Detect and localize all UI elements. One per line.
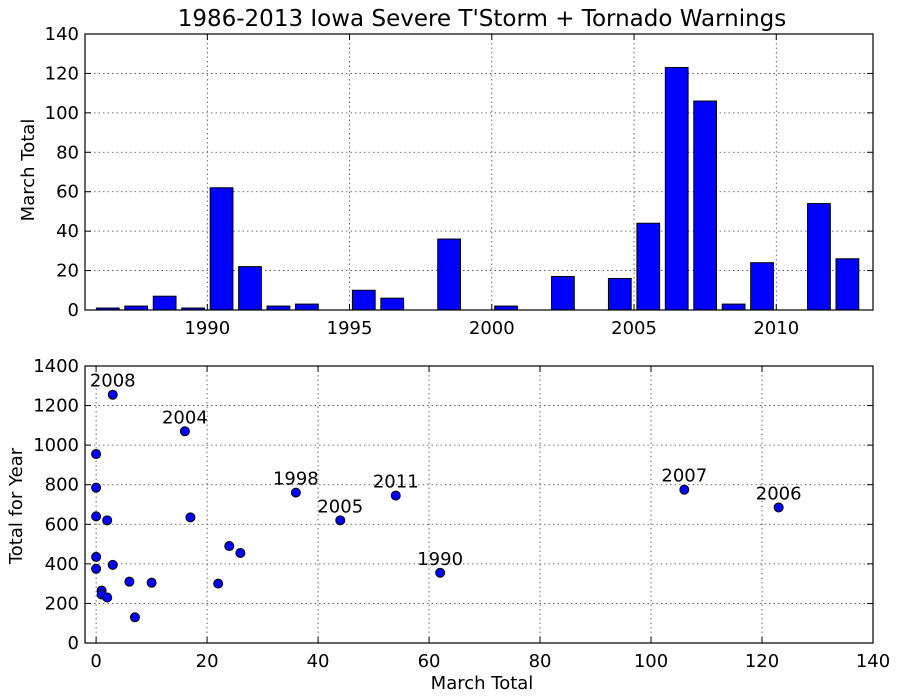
bar-chart-y-tick-label: 120 [45,63,79,84]
bar [551,275,575,311]
scatter-point [235,547,246,558]
bar [152,295,177,311]
scatter-chart-y-tick-label: 400 [45,554,79,575]
scatter-chart-y-tick-label: 1200 [33,396,79,417]
scatter-point [185,512,196,523]
bar-chart-frame [84,33,874,311]
scatter-point [179,426,190,437]
scatter-chart-x-tick-label: 120 [745,651,779,672]
scatter-point [290,487,301,498]
scatter-chart-frame [84,365,874,644]
scatter-point [91,449,102,460]
bar [295,303,319,311]
scatter-chart-x-tick-label: 140 [856,651,890,672]
scatter-point [335,515,346,526]
bar-chart-x-tick-label: 1990 [184,318,230,339]
scatter-point [91,563,102,574]
bar-chart-y-tick-label: 140 [45,24,79,45]
bar [437,238,462,311]
scatter-chart-panel: 0 20 40 60 80 100 120 1400200400600800100012001… [33,356,890,672]
scatter-chart-x-tick-label: 60 [418,651,441,672]
scatter-point [91,551,102,562]
scatter-point [773,502,784,513]
bar [380,297,405,311]
bar-chart-x-tick-label: 2005 [611,318,657,339]
scatter-point [129,612,140,623]
bar [693,100,718,311]
scatter-chart-y-axis-label: Total for Year [6,447,27,565]
scatter-point [390,490,401,501]
scatter-point [107,389,118,400]
scatter-chart-y-tick-label: 1400 [33,356,79,377]
scatter-point-year-label: 2004 [162,407,208,428]
scatter-point-year-label: 2011 [373,472,419,493]
scatter-point [213,578,224,589]
bar-chart-x-tick-label: 2010 [753,318,799,339]
bar [750,262,774,311]
scatter-point [91,511,102,522]
bar [721,303,746,311]
scatter-chart-y-tick-label: 800 [45,475,79,496]
bar-chart-y-tick-label: 80 [56,142,79,163]
scatter-point [107,559,118,570]
scatter-point [102,592,113,603]
scatter-point-year-label: 1990 [417,549,463,570]
scatter-chart-y-tick-label: 1000 [33,435,79,456]
bar-chart-y-tick-label: 20 [56,261,79,282]
chart-title: 1986-2013 Iowa Severe T'Storm + Tornado … [178,6,787,32]
scatter-chart-x-tick-label: 0 [90,651,101,672]
bar-chart-x-tick-label: 2000 [469,318,515,339]
bar-chart-y-tick-label: 100 [45,103,79,124]
scatter-chart-x-axis-label: March Total [431,673,534,694]
scatter-point-year-label: 1998 [273,469,319,490]
bar-chart-y-tick-label: 40 [56,221,79,242]
scatter-chart-x-tick-label: 100 [634,651,668,672]
scatter-chart-y-tick-label: 600 [45,514,79,535]
bar [209,187,234,311]
bar [636,222,661,311]
scatter-point-year-label: 2007 [661,466,707,487]
bar-chart-panel: 1990 1995 2000 2005 2010 0 20 40 60 80 100 120 140 [45,24,874,339]
bar-chart-x-tick-label: 1995 [327,318,373,339]
scatter-chart-x-tick-label: 40 [307,651,330,672]
scatter-point [679,484,690,495]
scatter-point [102,515,113,526]
scatter-point [124,576,135,587]
bar-chart-y-tick-label: 60 [56,182,79,203]
scatter-point [224,541,235,552]
scatter-point [91,482,102,493]
scatter-point-year-label: 2005 [317,496,363,517]
bar [807,203,831,311]
bar [238,266,262,311]
scatter-chart-y-tick-label: 0 [68,633,79,654]
bar-chart-y-tick-label: 0 [68,300,79,321]
bar-chart-y-axis-label: March Total [18,119,39,222]
bar [351,289,376,311]
bar [607,277,632,311]
scatter-point [435,567,446,578]
scatter-chart-x-tick-label: 80 [529,651,552,672]
scatter-point [146,577,157,588]
bar [835,258,860,311]
bar [664,67,689,311]
scatter-point-year-label: 2006 [756,483,802,504]
scatter-point-year-label: 2008 [90,371,136,392]
scatter-chart-y-tick-label: 200 [45,593,79,614]
scatter-chart-x-tick-label: 20 [196,651,219,672]
